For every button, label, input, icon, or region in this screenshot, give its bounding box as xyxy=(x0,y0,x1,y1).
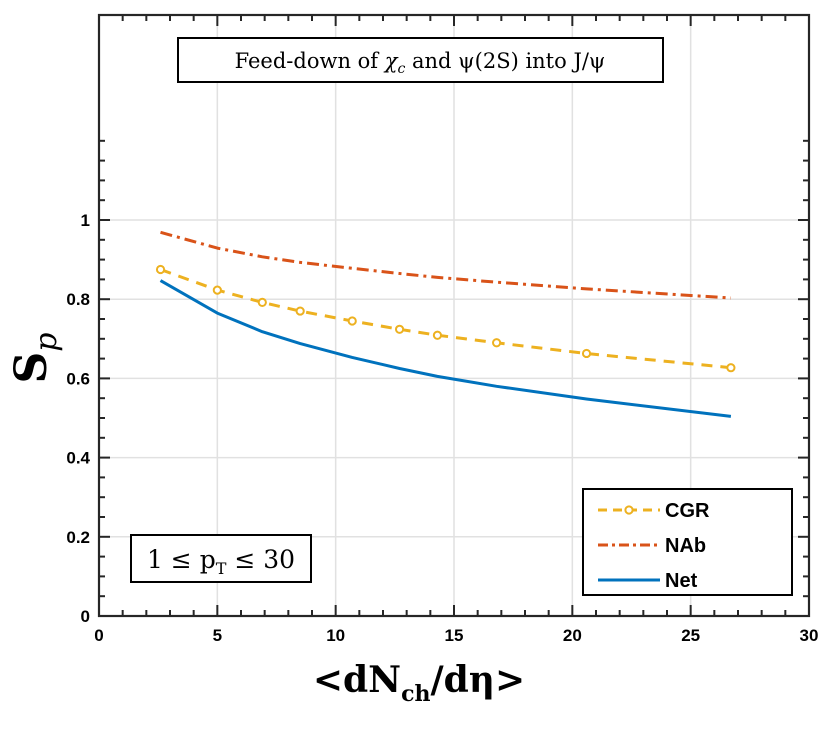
legend-label-nab: NAb xyxy=(665,535,706,557)
x-tick-label: 30 xyxy=(800,626,819,645)
x-tick-label: 10 xyxy=(326,626,345,645)
y-tick-label: 1 xyxy=(81,211,90,230)
y-tick-label: 0.2 xyxy=(66,528,90,547)
data-point-cgr xyxy=(492,338,502,348)
title-box: Feed-down of χc and ψ(2S) into J/ψ xyxy=(177,37,664,83)
legend-marker-cgr xyxy=(624,505,634,515)
pt-range-label: 1 ≤ pT ≤ 30 xyxy=(147,545,295,578)
x-tick-label: 15 xyxy=(445,626,464,645)
data-point-cgr xyxy=(257,297,267,307)
legend-frame xyxy=(582,488,793,596)
data-point-cgr xyxy=(155,264,166,275)
legend-label-cgr: CGR xyxy=(665,500,710,522)
x-tick-label: 5 xyxy=(213,626,222,645)
y-tick-label: 0.4 xyxy=(66,449,90,468)
chart-title: Feed-down of χc and ψ(2S) into J/ψ xyxy=(235,49,606,77)
x-tick-label: 0 xyxy=(94,626,103,645)
x-tick-label: 20 xyxy=(563,626,582,645)
y-tick-label: 0.6 xyxy=(66,369,90,388)
series-line-cgr xyxy=(159,268,732,370)
grid xyxy=(99,15,809,616)
y-axis-title: Sp xyxy=(6,333,64,384)
legend: CGR NAb Net xyxy=(582,488,793,596)
data-point-cgr xyxy=(295,306,305,316)
title-box-frame xyxy=(177,37,664,83)
series-line-net xyxy=(159,279,732,418)
series-line-nab xyxy=(160,230,731,300)
data-point-cgr xyxy=(581,348,592,359)
series-layer xyxy=(155,230,736,418)
axes: 0 5 10 15 20 25 30 0 0.2 0.4 0.6 0.8 1 xyxy=(66,13,819,645)
data-point-cgr xyxy=(212,285,222,295)
x-tick-label: 25 xyxy=(681,626,700,645)
data-point-cgr xyxy=(432,330,443,340)
y-tick-label: 0 xyxy=(81,607,90,626)
data-point-cgr xyxy=(394,324,405,334)
pt-range-frame xyxy=(130,534,312,583)
pt-range-box: 1 ≤ pT ≤ 30 xyxy=(130,534,312,583)
data-point-cgr xyxy=(726,363,736,373)
x-axis-title: <dNch/dη> xyxy=(313,659,525,707)
data-point-cgr xyxy=(347,316,357,326)
legend-label-net: Net xyxy=(665,570,698,592)
y-tick-label: 0.8 xyxy=(66,290,90,309)
